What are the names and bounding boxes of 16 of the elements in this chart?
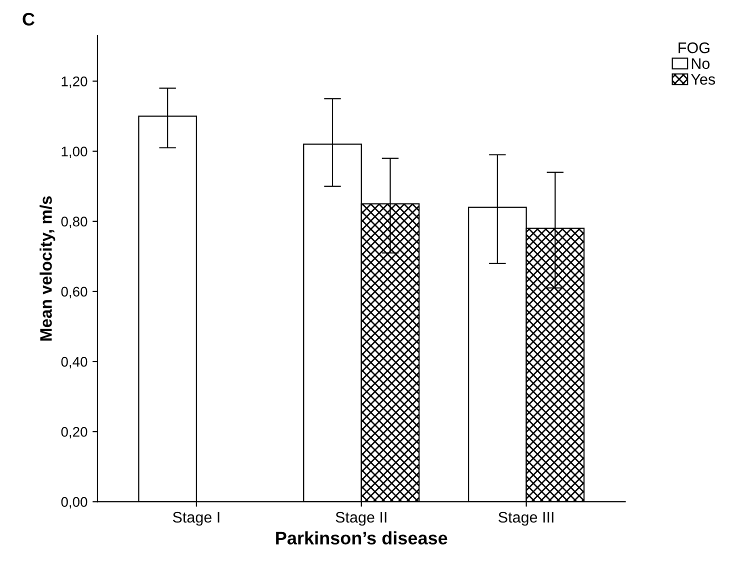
y-tick-label: 0,20 xyxy=(61,426,88,438)
y-tick-label: 1,20 xyxy=(62,76,88,88)
y-axis-title: Mean velocity, m/s xyxy=(40,196,56,341)
y-tick-label: 1,00 xyxy=(62,146,88,158)
legend-title: FOG xyxy=(678,42,710,54)
y-tick-label: 0,00 xyxy=(61,497,88,509)
chart-title: C xyxy=(22,12,35,26)
y-tick-label: 0,60 xyxy=(61,286,88,298)
x-tick-label: Stage I xyxy=(172,512,220,526)
x-axis-title: Parkinson’s disease xyxy=(276,531,448,544)
y-tick-label: 0,40 xyxy=(61,356,88,368)
x-tick-label: Stage II xyxy=(336,512,386,526)
legend-label: Yes xyxy=(690,74,716,85)
legend-label: No xyxy=(692,58,710,69)
x-tick-label: Stage III xyxy=(498,512,554,526)
y-tick-label: 0,80 xyxy=(61,216,88,228)
